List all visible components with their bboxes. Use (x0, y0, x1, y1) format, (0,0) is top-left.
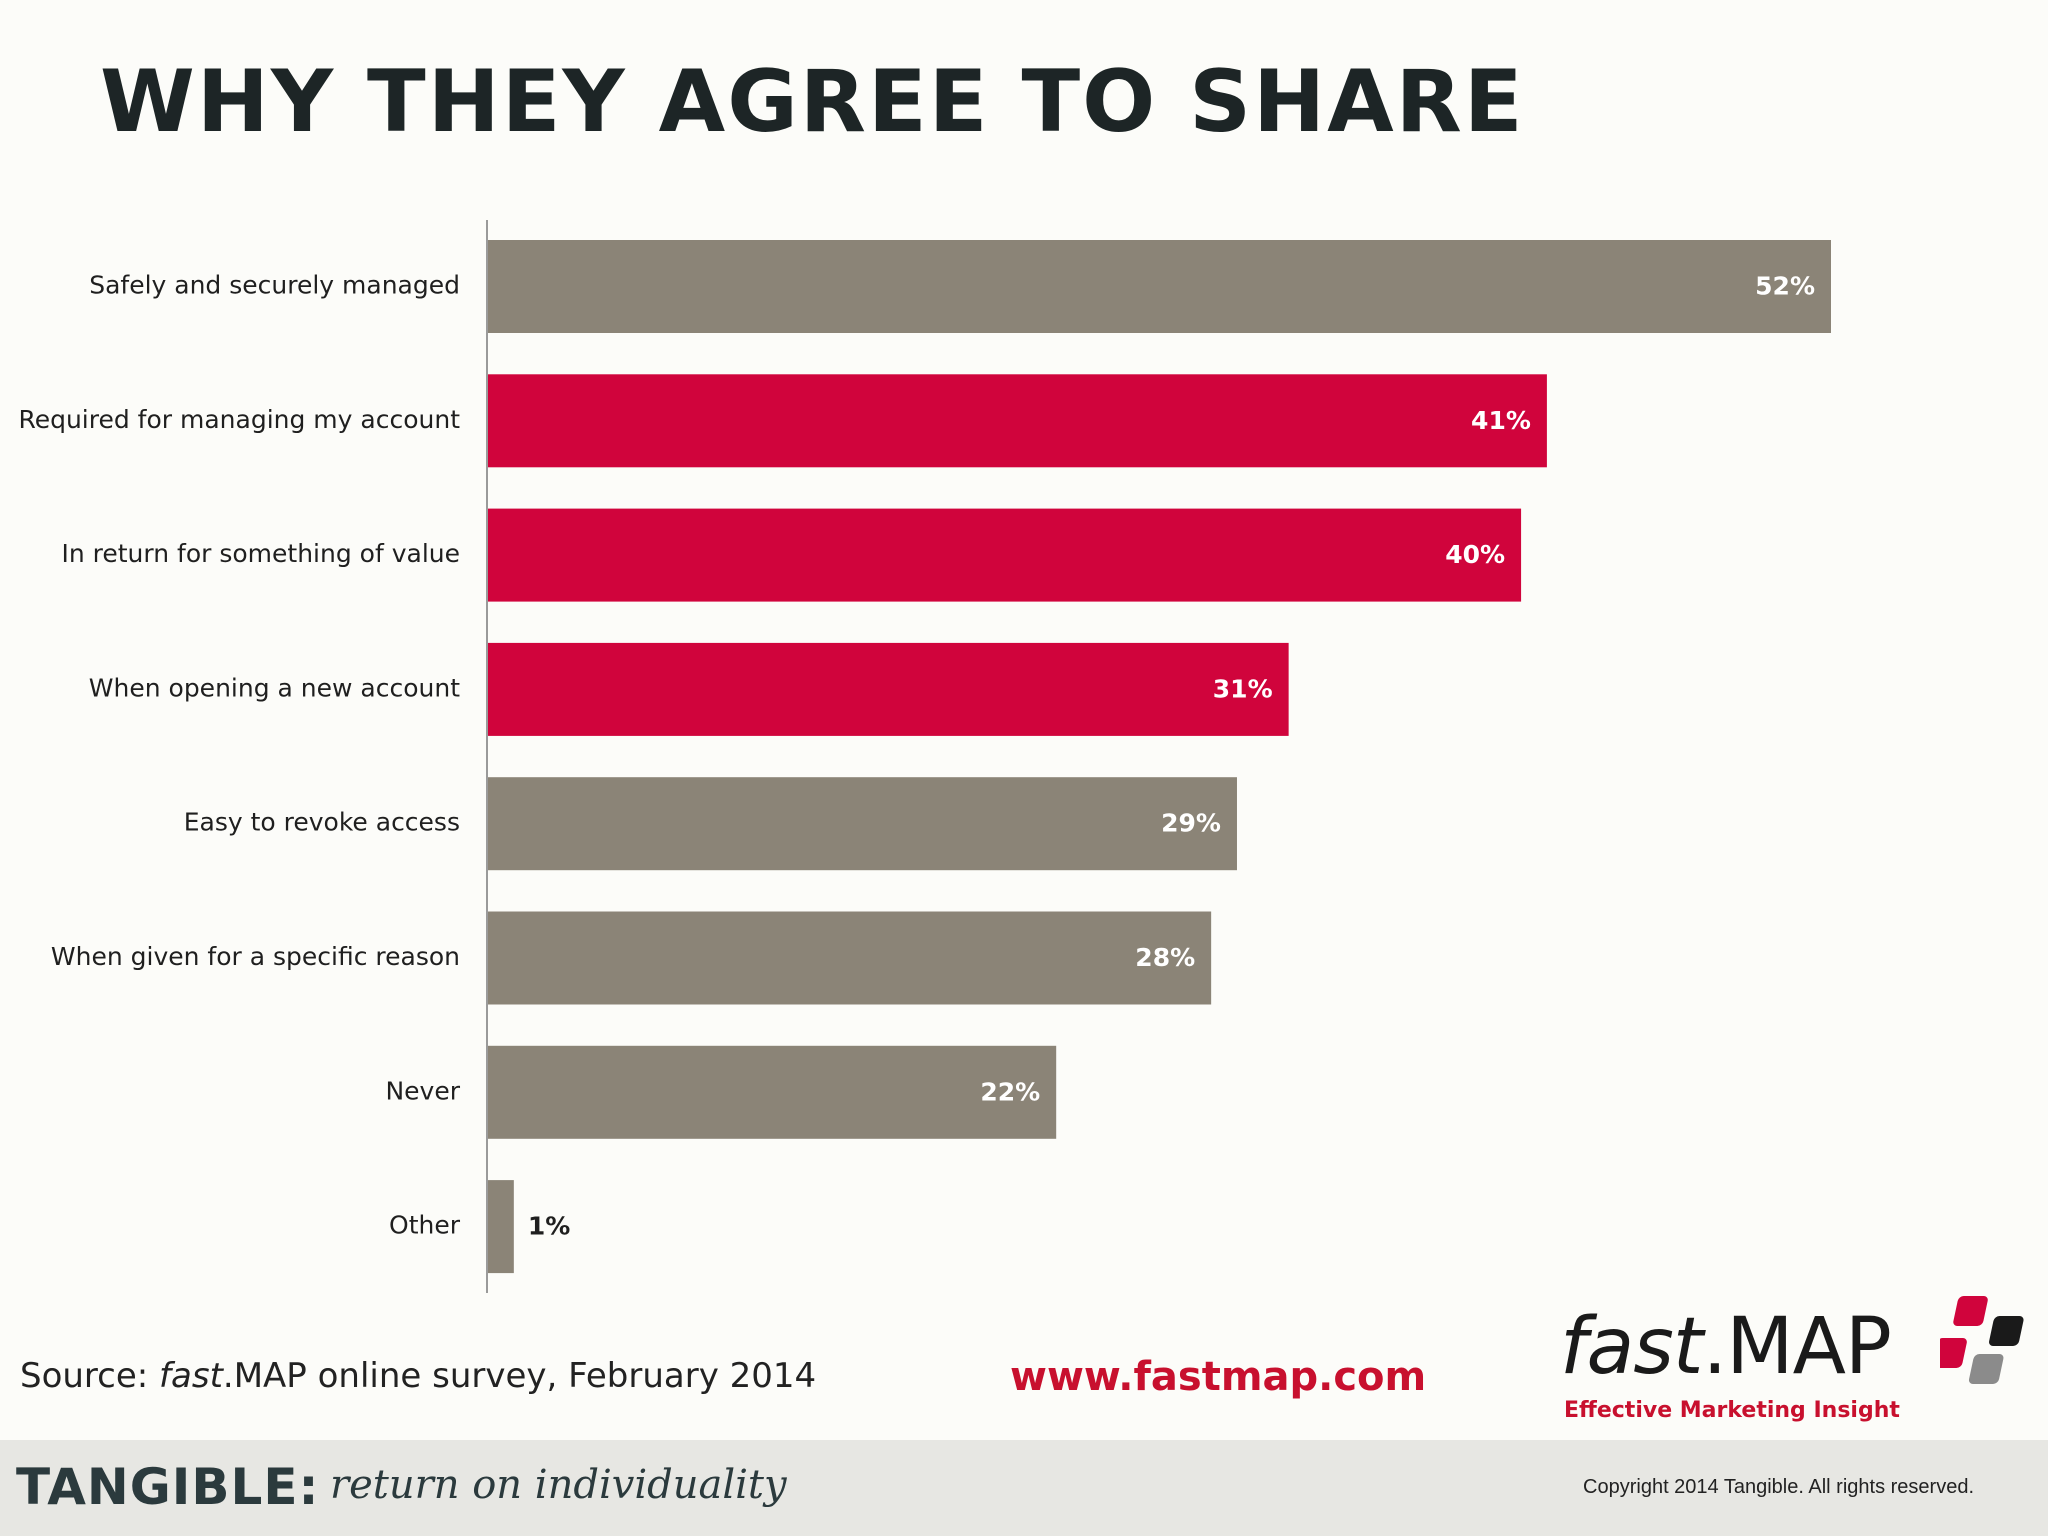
source-rest: .MAP online survey, February 2014 (222, 1356, 817, 1396)
website-link[interactable]: www.fastmap.com (1010, 1354, 1427, 1400)
bars-group: Safely and securely managed 52% Required f… (18, 240, 1831, 1274)
bar (488, 642, 1289, 736)
category-label: Safely and securely managed (89, 271, 460, 300)
category-label: In return for something of value (61, 539, 460, 568)
value-label: 41% (1471, 406, 1531, 435)
value-label: 1% (528, 1212, 570, 1241)
category-label: When opening a new account (89, 673, 460, 702)
logo-fast-text: fast (1560, 1302, 1703, 1392)
value-label: 29% (1161, 809, 1221, 838)
value-label: 52% (1755, 272, 1815, 301)
category-label: Required for managing my account (18, 405, 460, 434)
value-label: 28% (1135, 943, 1195, 972)
bar (488, 508, 1522, 602)
brand-tagline: return on individuality (330, 1462, 787, 1508)
source-prefix: Source: (20, 1356, 160, 1396)
bar (488, 777, 1237, 871)
bar (488, 911, 1212, 1005)
logo-tagline: Effective Marketing Insight (1564, 1398, 1900, 1423)
category-label: Easy to revoke access (184, 808, 460, 837)
category-label: When given for a specific reason (51, 942, 460, 971)
logo-squares-icon (1940, 1296, 2024, 1384)
category-label: Never (385, 1076, 460, 1105)
brand-name: TANGIBLE: (16, 1458, 320, 1516)
fastmap-logo: fast.MAP Effective Marketing Insight (1560, 1290, 2040, 1430)
logo-map-text: .MAP (1702, 1302, 1891, 1392)
bar (488, 1180, 514, 1274)
bar-chart: Safely and securely managed 52% Required f… (18, 220, 1831, 1293)
copyright-text: Copyright 2014 Tangible. All rights rese… (1583, 1476, 1974, 1498)
source-note: Source: fast.MAP online survey, February… (20, 1356, 816, 1396)
value-label: 31% (1213, 674, 1273, 703)
page-title: WHY THEY AGREE TO SHARE (100, 52, 1525, 152)
bar (488, 1045, 1057, 1139)
footer-band: TANGIBLE: return on individuality Copyri… (0, 1440, 2048, 1536)
fastmap-wordmark: fast.MAP (1560, 1302, 1892, 1392)
category-label: Other (389, 1211, 461, 1240)
bar (488, 374, 1547, 468)
value-label: 40% (1445, 540, 1505, 569)
bar (488, 240, 1831, 333)
value-label: 22% (980, 1077, 1040, 1106)
source-brand-italic: fast (159, 1356, 223, 1396)
